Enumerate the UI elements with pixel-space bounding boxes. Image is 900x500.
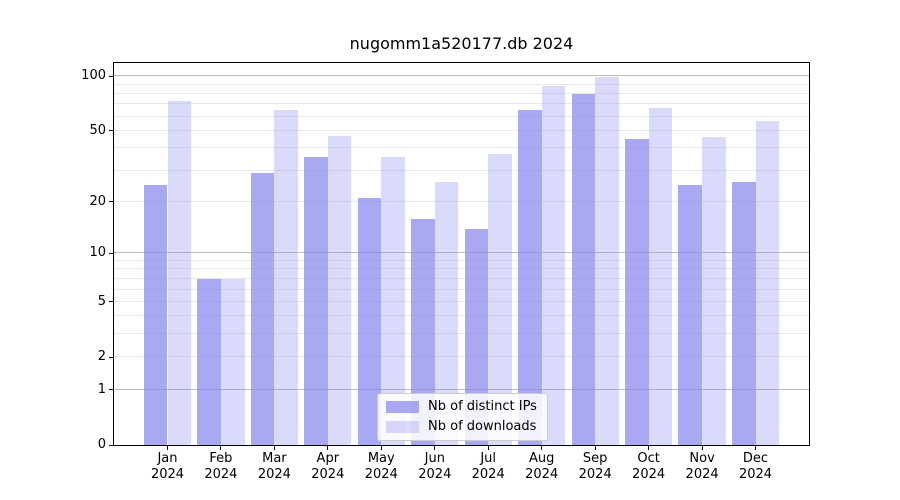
- grid-line-minor: [114, 200, 809, 202]
- y-tick-mark: [109, 356, 113, 358]
- bar-distinct-ips-dec: [731, 181, 756, 445]
- x-tick-label-dec: Dec 2024: [738, 451, 773, 482]
- grid-line-major: [114, 388, 809, 390]
- x-tick-label-aug: Aug 2024: [525, 451, 559, 482]
- y-tick-mark: [109, 389, 113, 391]
- grid-line-major: [114, 252, 809, 254]
- bar-downloads-jul: [488, 154, 512, 445]
- bar-downloads-jun: [434, 181, 459, 445]
- grid-line-minor: [114, 277, 809, 279]
- x-tick-label-nov: Nov 2024: [685, 451, 719, 482]
- y-tick-mark: [109, 75, 113, 77]
- bar-distinct-ips-jun: [411, 218, 435, 445]
- bar-downloads-mar: [274, 110, 299, 445]
- y-tick-label: 10: [89, 245, 106, 261]
- x-tick-mark: [327, 446, 329, 450]
- y-tick-label: 100: [81, 68, 106, 84]
- bar-downloads-feb: [220, 278, 245, 445]
- y-tick-label: 50: [89, 122, 106, 138]
- bar-downloads-nov: [702, 137, 726, 445]
- x-tick-mark: [701, 446, 703, 450]
- y-tick-label: 1: [97, 381, 106, 397]
- x-tick-label-jun: Jun 2024: [418, 451, 452, 482]
- bar-downloads-aug: [541, 86, 566, 445]
- x-tick-mark: [380, 446, 382, 450]
- bar-downloads-jan: [167, 101, 192, 445]
- x-tick-mark: [755, 446, 756, 450]
- bar-distinct-ips-jul: [464, 228, 489, 445]
- y-tick-label: 2: [97, 349, 106, 365]
- grid-line-minor: [114, 83, 809, 85]
- bar-downloads-oct: [648, 107, 673, 445]
- grid-line-minor: [114, 129, 809, 131]
- chart-title: nugomm1a520177.db 2024: [349, 34, 574, 53]
- y-tick-mark: [109, 252, 113, 254]
- grid-line-minor: [114, 300, 809, 302]
- bar-downloads-may: [381, 156, 405, 445]
- grid-line-minor: [114, 147, 809, 149]
- bar-downloads-dec: [755, 120, 780, 445]
- legend-entry-downloads: Nb of downloads: [386, 419, 537, 434]
- bar-downloads-apr: [327, 135, 352, 445]
- grid-line-minor: [114, 115, 809, 117]
- legend: Nb of distinct IPs Nb of downloads: [377, 393, 548, 441]
- bar-distinct-ips-apr: [304, 156, 328, 445]
- legend-label-distinct-ips: Nb of distinct IPs: [428, 399, 537, 414]
- x-tick-label-jul: Jul 2024: [471, 451, 505, 482]
- legend-entry-distinct-ips: Nb of distinct IPs: [386, 399, 537, 414]
- y-tick-mark: [109, 444, 113, 446]
- grid-line-minor: [114, 103, 809, 105]
- y-tick-label: 0: [97, 437, 106, 452]
- x-tick-mark: [541, 446, 543, 450]
- x-tick-mark: [594, 446, 596, 450]
- bar-distinct-ips-oct: [625, 139, 649, 445]
- bar-distinct-ips-jan: [143, 184, 168, 445]
- x-tick-mark: [220, 446, 222, 450]
- grid-line-minor: [114, 356, 809, 358]
- bar-distinct-ips-nov: [678, 184, 703, 445]
- y-tick-label: 20: [89, 193, 106, 209]
- x-tick-label-oct: Oct 2024: [632, 451, 666, 482]
- x-tick-mark: [167, 446, 168, 450]
- bar-distinct-ips-mar: [250, 173, 275, 445]
- grid-line-minor: [114, 333, 809, 335]
- y-tick-mark: [109, 301, 113, 303]
- x-tick-label-jan: Jan 2024: [150, 451, 185, 482]
- x-tick-label-feb: Feb 2024: [204, 451, 238, 482]
- x-tick-mark: [487, 446, 489, 450]
- grid-line-major: [114, 75, 809, 77]
- x-tick-label-apr: Apr 2024: [311, 451, 345, 482]
- legend-swatch-downloads: [386, 420, 419, 433]
- x-tick-label-mar: Mar 2024: [257, 451, 291, 482]
- y-tick-mark: [109, 201, 113, 203]
- x-tick-label-may: May 2024: [364, 451, 398, 482]
- bar-distinct-ips-aug: [518, 110, 542, 445]
- grid-line-minor: [114, 169, 809, 171]
- plot-area: Nb of distinct IPs Nb of downloads: [113, 62, 810, 446]
- bar-distinct-ips-may: [357, 198, 382, 445]
- grid-line-minor: [114, 260, 809, 261]
- grid-line-minor: [114, 288, 809, 290]
- y-tick-label: 5: [97, 293, 106, 309]
- legend-swatch-distinct-ips: [386, 400, 419, 413]
- x-tick-mark: [273, 446, 275, 450]
- grid-line-minor: [114, 268, 809, 270]
- x-tick-mark: [434, 446, 436, 450]
- x-tick-mark: [648, 446, 650, 450]
- legend-label-downloads: Nb of downloads: [428, 419, 537, 434]
- grid-line-minor: [114, 315, 809, 317]
- y-tick-mark: [109, 130, 113, 132]
- grid-line-minor: [114, 92, 809, 94]
- bar-distinct-ips-sep: [571, 93, 596, 445]
- x-tick-label-sep: Sep 2024: [578, 451, 612, 482]
- bar-downloads-sep: [595, 77, 619, 445]
- bar-distinct-ips-feb: [197, 278, 221, 445]
